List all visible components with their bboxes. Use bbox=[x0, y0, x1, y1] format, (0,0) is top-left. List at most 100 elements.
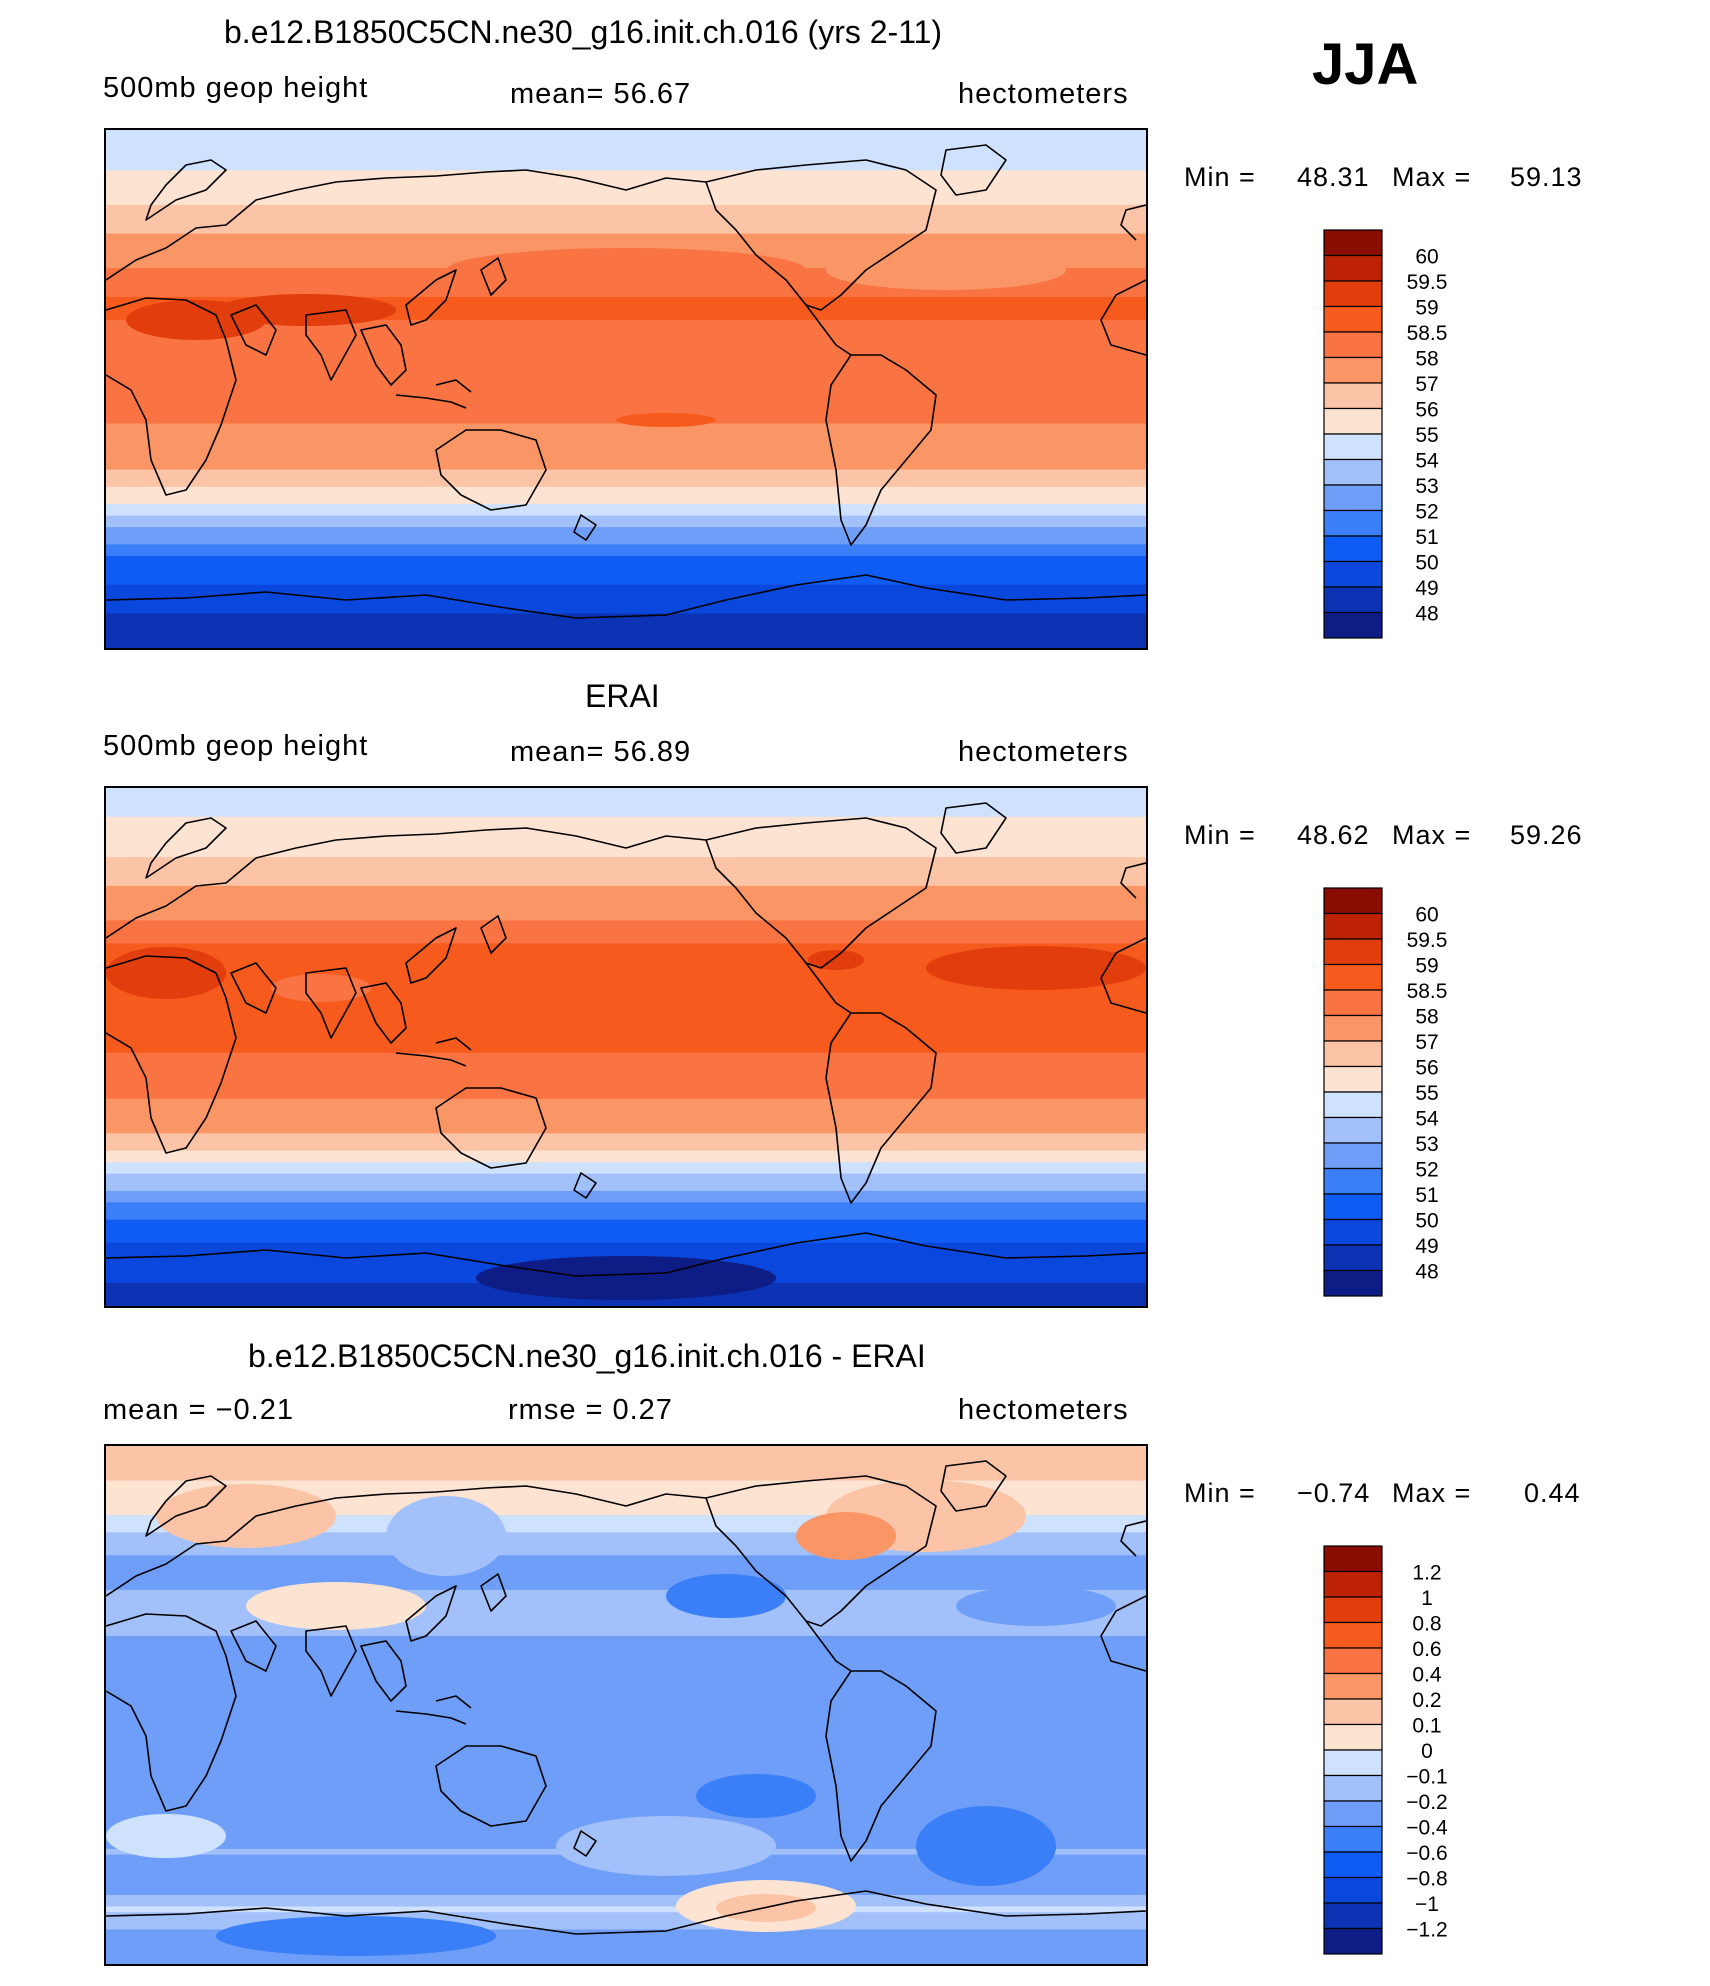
contour-band bbox=[106, 532, 1146, 540]
coastline bbox=[705, 1475, 937, 1627]
colorbar-box bbox=[1323, 1596, 1383, 1624]
coastline bbox=[435, 1745, 547, 1827]
colorbar-tick-label: 49 bbox=[1415, 1235, 1438, 1258]
contour-band bbox=[106, 822, 1146, 829]
contour-band bbox=[106, 1520, 1146, 1528]
contour-band bbox=[106, 816, 1146, 824]
contour-band bbox=[106, 1681, 1146, 1689]
panel-3-max-value: 0.44 bbox=[1524, 1478, 1581, 1508]
panel-3-min-label: Min = bbox=[1184, 1478, 1256, 1508]
contour-band bbox=[106, 1739, 1146, 1746]
contour-band bbox=[106, 1785, 1146, 1792]
contour-band bbox=[106, 1446, 1146, 1453]
contour-band bbox=[106, 1676, 1146, 1683]
contour-band bbox=[106, 1457, 1146, 1464]
contour-band bbox=[106, 1029, 1146, 1037]
contour-band bbox=[106, 1087, 1146, 1094]
coastline bbox=[480, 257, 507, 296]
contour-band bbox=[106, 319, 1146, 327]
coastline bbox=[825, 1670, 937, 1862]
contour-band bbox=[106, 302, 1146, 310]
coastline bbox=[395, 1052, 467, 1067]
panel-2-title: ERAI bbox=[585, 678, 660, 714]
colorbar-tick-label: −1.2 bbox=[1406, 1919, 1447, 1942]
colorbar-box bbox=[1323, 963, 1383, 991]
colorbar-tick-label: 58.5 bbox=[1407, 322, 1448, 345]
panel-3-min-value: −0.74 bbox=[1297, 1478, 1371, 1508]
panel-2-min-label: Min = bbox=[1184, 820, 1256, 850]
contour-band bbox=[106, 805, 1146, 812]
colorbar-box bbox=[1323, 1774, 1383, 1802]
contour-band bbox=[106, 1774, 1146, 1781]
contour-band bbox=[106, 377, 1146, 384]
contour-band bbox=[106, 1653, 1146, 1660]
contour-band bbox=[106, 857, 1146, 864]
panel-1-colorbar: 60 59.5 59 58.5 58 57 56 55 54 53 52 51 50 49 48 bbox=[1323, 229, 1447, 640]
contour-band bbox=[106, 1202, 1146, 1209]
panel-2-filled-contours bbox=[106, 788, 1146, 1306]
panel-3-filled-contours bbox=[106, 1446, 1146, 1964]
contour-band bbox=[106, 1624, 1146, 1631]
colorbar-tick-label: 59.5 bbox=[1407, 929, 1448, 952]
contour-blob bbox=[556, 1816, 776, 1876]
coastline bbox=[106, 1890, 1146, 1935]
contour-band bbox=[106, 868, 1146, 875]
contour-band bbox=[106, 193, 1146, 200]
panel-2-variable-label: 500mb geop height bbox=[103, 730, 369, 762]
season-label: JJA bbox=[1312, 32, 1419, 97]
colorbar-box bbox=[1323, 586, 1383, 614]
contour-band bbox=[106, 590, 1146, 597]
contour-band bbox=[106, 492, 1146, 499]
colorbar-box bbox=[1323, 989, 1383, 1017]
contour-band bbox=[106, 1802, 1146, 1810]
colorbar-box bbox=[1323, 305, 1383, 333]
contour-band bbox=[106, 1463, 1146, 1470]
colorbar-box bbox=[1323, 1570, 1383, 1598]
contour-band bbox=[106, 1526, 1146, 1533]
contour-band bbox=[106, 1196, 1146, 1203]
panel-3-units-label: hectometers bbox=[958, 1394, 1129, 1426]
contour-blob bbox=[216, 294, 396, 326]
contour-band bbox=[106, 383, 1146, 390]
coastline bbox=[825, 354, 937, 546]
coastline bbox=[705, 817, 937, 969]
contour-band bbox=[106, 1699, 1146, 1706]
coastline bbox=[825, 1012, 937, 1204]
coastline bbox=[705, 159, 937, 311]
coastline bbox=[805, 962, 852, 1014]
coastline bbox=[573, 514, 597, 541]
contour-band bbox=[106, 1225, 1146, 1232]
colorbar-tick-label: 56 bbox=[1415, 399, 1438, 422]
contour-blob bbox=[246, 1582, 426, 1630]
contour-band bbox=[106, 141, 1146, 148]
coastline bbox=[145, 1475, 227, 1537]
contour-band bbox=[106, 1070, 1146, 1077]
contour-band bbox=[106, 1116, 1146, 1123]
panel-2-map bbox=[104, 786, 1148, 1308]
contour-band bbox=[106, 527, 1146, 534]
panel-3-max-label: Max = bbox=[1392, 1478, 1472, 1508]
colorbar-tick-label: 54 bbox=[1415, 1108, 1439, 1131]
contour-blob bbox=[696, 1774, 816, 1818]
coastline bbox=[405, 269, 457, 326]
contour-band bbox=[106, 210, 1146, 217]
contour-band bbox=[106, 446, 1146, 453]
contour-band bbox=[106, 601, 1146, 609]
colorbar-box bbox=[1323, 1167, 1383, 1195]
colorbar-tick-label: 53 bbox=[1415, 1133, 1438, 1156]
colorbar-tick-label: 50 bbox=[1415, 552, 1438, 575]
contour-band bbox=[106, 429, 1146, 436]
colorbar-tick-label: 52 bbox=[1415, 1159, 1438, 1182]
colorbar-tick-label: 49 bbox=[1415, 577, 1438, 600]
coastline bbox=[1100, 1595, 1146, 1672]
colorbar-tick-label: 48 bbox=[1415, 1261, 1438, 1284]
coastline bbox=[435, 1087, 547, 1169]
colorbar-box bbox=[1323, 1269, 1383, 1297]
contour-band bbox=[106, 1231, 1146, 1238]
colorbar-tick-label: −0.2 bbox=[1406, 1791, 1447, 1814]
coastline bbox=[305, 967, 357, 1039]
contour-blob bbox=[666, 1574, 786, 1618]
colorbar-box bbox=[1323, 254, 1383, 282]
contour-band bbox=[106, 1779, 1146, 1787]
colorbar-tick-label: 52 bbox=[1415, 501, 1438, 524]
